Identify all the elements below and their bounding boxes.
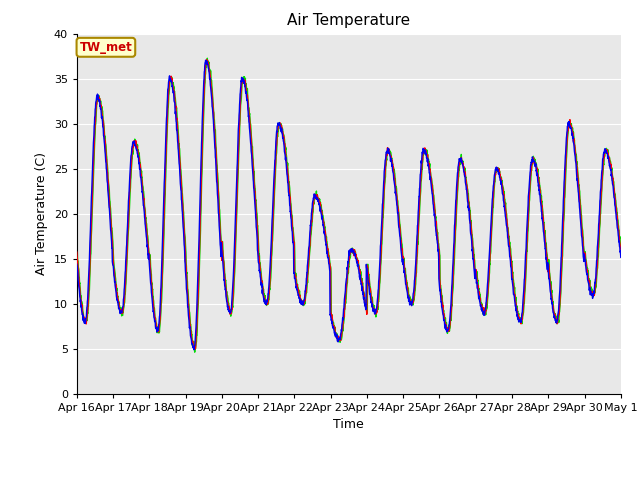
PanelT <box>570 132 577 138</box>
PanelT <box>365 278 372 284</box>
PanelT <box>617 247 625 252</box>
AirT <box>365 280 372 286</box>
AirT <box>202 58 210 63</box>
AM25T_PRT <box>191 349 198 355</box>
AirT <box>377 241 385 247</box>
AirT <box>190 347 198 353</box>
AirT <box>225 308 233 314</box>
AM25T_PRT <box>73 244 81 250</box>
Line: AirT: AirT <box>77 60 621 350</box>
AM25T_PRT <box>584 268 592 274</box>
Title: Air Temperature: Air Temperature <box>287 13 410 28</box>
PanelT <box>73 249 81 255</box>
Line: AM25T_PRT: AM25T_PRT <box>77 58 621 352</box>
AM25T_PRT <box>377 263 385 269</box>
Line: PanelT: PanelT <box>77 60 621 349</box>
AM25T_PRT <box>204 55 211 61</box>
PanelT <box>377 257 385 263</box>
AirT <box>584 279 592 285</box>
AM25T_PRT <box>570 131 577 136</box>
PanelT <box>584 275 592 280</box>
X-axis label: Time: Time <box>333 418 364 431</box>
PanelT <box>203 57 211 62</box>
AirT <box>508 265 515 271</box>
Y-axis label: Air Temperature (C): Air Temperature (C) <box>35 152 48 275</box>
AM25T_PRT <box>617 243 625 249</box>
PanelT <box>225 305 233 311</box>
AirT <box>570 138 577 144</box>
PanelT <box>508 260 515 265</box>
AM25T_PRT <box>225 303 233 309</box>
AirT <box>73 261 81 267</box>
Text: TW_met: TW_met <box>79 41 132 54</box>
AM25T_PRT <box>365 272 372 277</box>
AirT <box>617 254 625 260</box>
AM25T_PRT <box>508 254 515 260</box>
PanelT <box>191 347 198 352</box>
